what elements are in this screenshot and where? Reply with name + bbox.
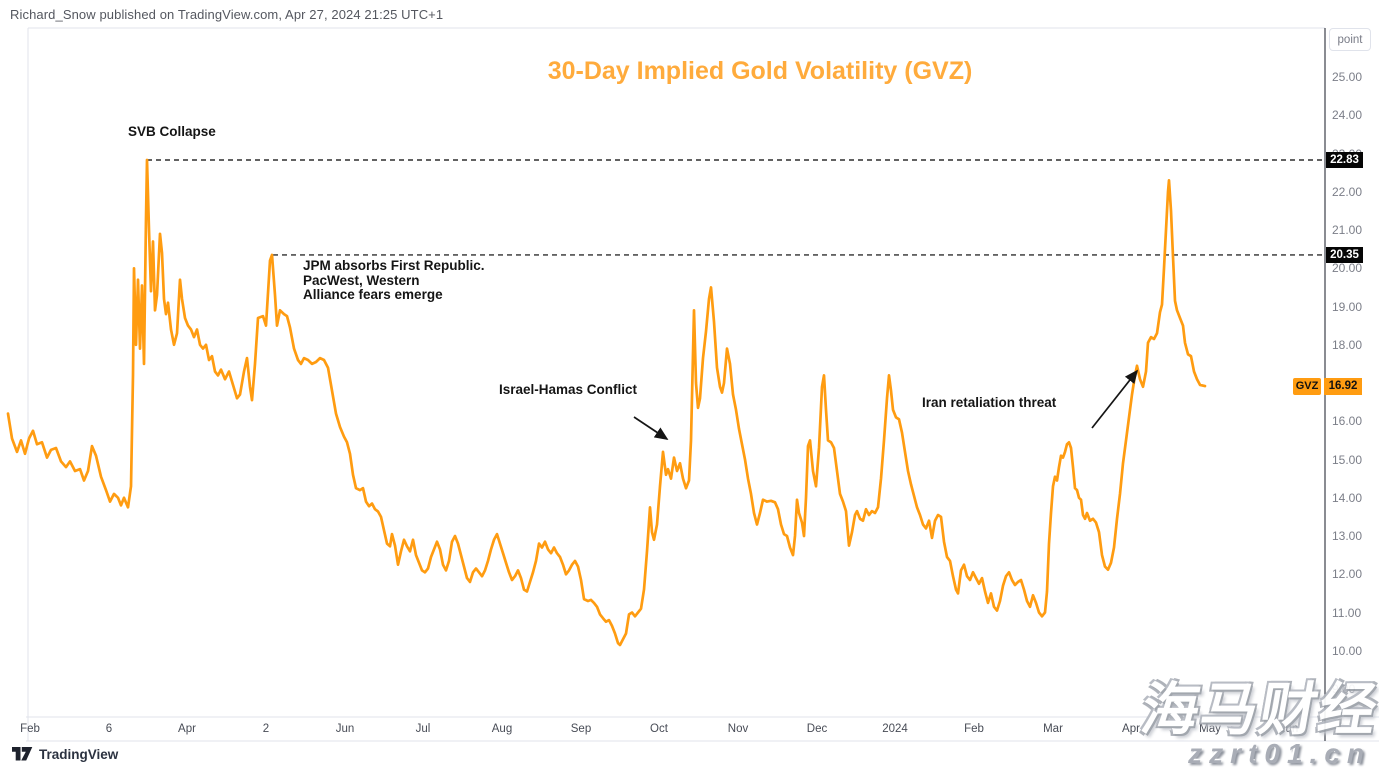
- time-tick-label: Aug: [491, 723, 513, 735]
- price-tick-label: 25.00: [1332, 70, 1363, 84]
- time-tick-label: Oct: [650, 723, 668, 735]
- chart-title: 30-Day Implied Gold Volatility (GVZ): [547, 57, 973, 85]
- level-price-badge-20.35: 20.35: [1326, 246, 1363, 263]
- price-tick-label: 18.00: [1332, 337, 1363, 352]
- time-tick-label: May: [1199, 723, 1221, 735]
- price-tick-label: 24.00: [1332, 108, 1363, 123]
- price-tick-label: 16.00: [1332, 414, 1363, 429]
- price-tick-label: 21.00: [1332, 223, 1363, 237]
- time-tick-label: Dec: [806, 723, 828, 735]
- level-price-badge-22.83: 22.83: [1326, 152, 1363, 168]
- annotation-jpm-line2: PacWest, Western: [303, 272, 420, 288]
- time-tick-label: 6: [105, 723, 113, 735]
- time-tick-label: Feb: [964, 723, 984, 735]
- price-tick-label: 20.00: [1332, 261, 1363, 276]
- tradingview-logo[interactable]: TradingView: [12, 746, 118, 763]
- time-tick-label: Mar: [1043, 723, 1063, 735]
- gvz-price-line[interactable]: [6, 158, 1207, 647]
- price-tick-label: 11.00: [1332, 605, 1362, 620]
- time-tick-label: 2024: [882, 723, 908, 735]
- price-tick-label: 9.00: [1332, 682, 1356, 696]
- last-price-badge: 16.92: [1324, 377, 1362, 395]
- attribution-text: Richard_Snow published on TradingView.co…: [10, 7, 444, 22]
- price-tick-label: 13.00: [1332, 529, 1363, 543]
- price-tick-label: 10.00: [1332, 643, 1363, 658]
- time-tick-label: Feb: [20, 723, 40, 735]
- israel-hamas-arrow: [633, 416, 669, 440]
- symbol-tag-badge: GVZ: [1293, 377, 1321, 395]
- time-tick-label: Nov: [727, 723, 749, 735]
- last-value-row: GVZ 16.92: [1293, 377, 1362, 395]
- price-tick-label: 15.00: [1332, 452, 1363, 467]
- annotation-svb-collapse: SVB Collapse: [128, 124, 216, 139]
- time-tick-label: Jun: [335, 723, 355, 735]
- time-tick-label: Jul: [415, 723, 431, 735]
- time-tick-label: 2: [262, 723, 270, 735]
- price-tick-label: 12.00: [1332, 567, 1363, 582]
- iran-threat-arrow: [1091, 369, 1139, 429]
- annotation-israel-hamas: Israel-Hamas Conflict: [499, 382, 638, 397]
- watermark-chinese: 海马财经: [1136, 678, 1379, 742]
- time-axis[interactable]: Feb 6 Apr 2 Jun Jul Aug Sep Oct Nov Dec 2024 Feb Mar A…: [0, 717, 1379, 741]
- tradingview-logo-text: TradingView: [39, 747, 119, 762]
- annotation-jpm-line3: Alliance fears emerge: [303, 287, 443, 302]
- tradingview-logo-icon: [12, 747, 33, 761]
- price-tick-label: 14.00: [1332, 490, 1363, 505]
- annotation-iran-threat: Iran retaliation threat: [922, 395, 1057, 410]
- watermark-url: zzrt01.cn: [1188, 738, 1371, 769]
- time-tick-label: Jun: [1279, 723, 1299, 735]
- annotation-jpm-first-republic: JPM absorbs First Republic. PacWest, Wes…: [303, 258, 485, 303]
- time-tick-label: Apr: [1122, 723, 1140, 735]
- time-tick-label: Apr: [178, 723, 196, 735]
- price-axis-unit-button[interactable]: point: [1329, 28, 1371, 51]
- annotation-jpm-line1: JPM absorbs First Republic.: [303, 258, 485, 273]
- price-tick-label: 22.00: [1332, 184, 1363, 199]
- price-tick-label: 19.00: [1332, 299, 1363, 314]
- time-tick-label: Sep: [570, 723, 592, 735]
